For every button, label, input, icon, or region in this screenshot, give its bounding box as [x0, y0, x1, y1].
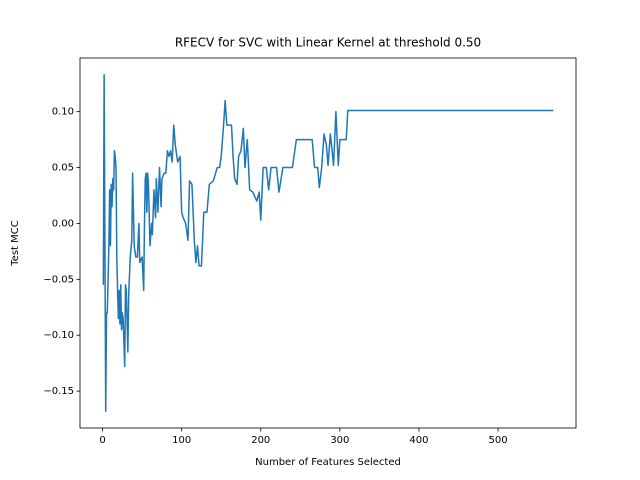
x-tick-label: 100	[172, 435, 191, 446]
y-tick-label: 0.00	[52, 218, 74, 229]
x-tick-label: 200	[251, 435, 270, 446]
data-line	[102, 74, 554, 412]
chart-title: RFECV for SVC with Linear Kernel at thre…	[175, 36, 481, 50]
x-tick-label: 400	[409, 435, 428, 446]
y-tick-label: 0.05	[52, 163, 74, 174]
y-tick-label: −0.10	[43, 330, 74, 341]
y-tick-label: −0.05	[43, 274, 74, 285]
y-tick-label: −0.15	[43, 386, 74, 397]
y-tick-label: 0.10	[52, 107, 74, 118]
x-tick-label: 0	[99, 435, 105, 446]
y-axis-label: Test MCC	[10, 220, 21, 266]
x-tick-label: 300	[330, 435, 349, 446]
plot-frame	[79, 57, 577, 429]
x-tick-label: 500	[489, 435, 508, 446]
x-axis-label: Number of Features Selected	[255, 457, 401, 468]
